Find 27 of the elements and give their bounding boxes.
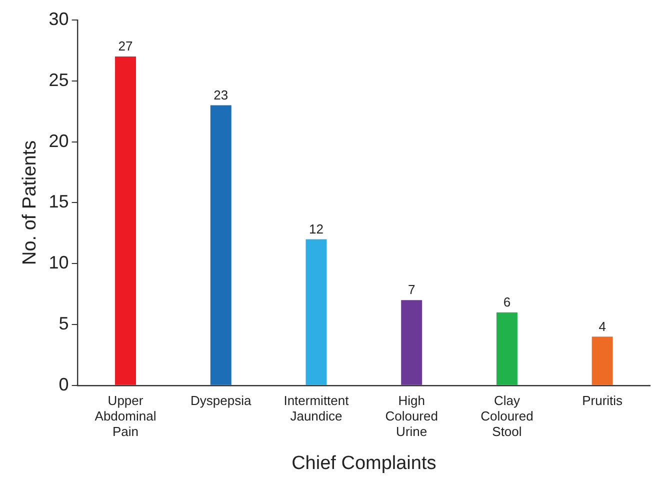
x-tick-label: Dyspepsia (190, 392, 252, 408)
data-label: 27 (118, 38, 133, 54)
y-tick-label: 15 (48, 192, 69, 212)
x-tick-label: Clay Coloured Stool (480, 392, 534, 439)
bar (210, 105, 232, 385)
data-label: 6 (503, 294, 511, 310)
x-tick-label: Intermittent Jaundice (284, 392, 350, 424)
x-tick-label: Upper Abdominal Pain (94, 392, 156, 439)
bar (592, 336, 613, 385)
y-tick-label: 5 (58, 313, 69, 334)
bar (115, 56, 136, 385)
x-tick-label: High Coloured Urine (385, 392, 438, 439)
data-label: 23 (214, 87, 228, 102)
y-tick-label: 20 (48, 130, 69, 151)
x-axis-title: Chief Complaints (292, 452, 436, 474)
y-tick-label: 0 (58, 374, 69, 394)
x-tick-label: Pruritis (582, 392, 624, 408)
y-tick-label: 30 (48, 8, 69, 29)
y-tick-label: 10 (48, 252, 69, 273)
data-label: 12 (308, 221, 324, 236)
y-axis-title: No. of Patients (20, 140, 41, 266)
data-label: 7 (408, 282, 416, 298)
y-tick-label: 25 (48, 70, 69, 90)
data-label: 4 (598, 318, 606, 334)
bar (496, 312, 518, 385)
bar (306, 239, 327, 385)
bar (401, 300, 422, 385)
